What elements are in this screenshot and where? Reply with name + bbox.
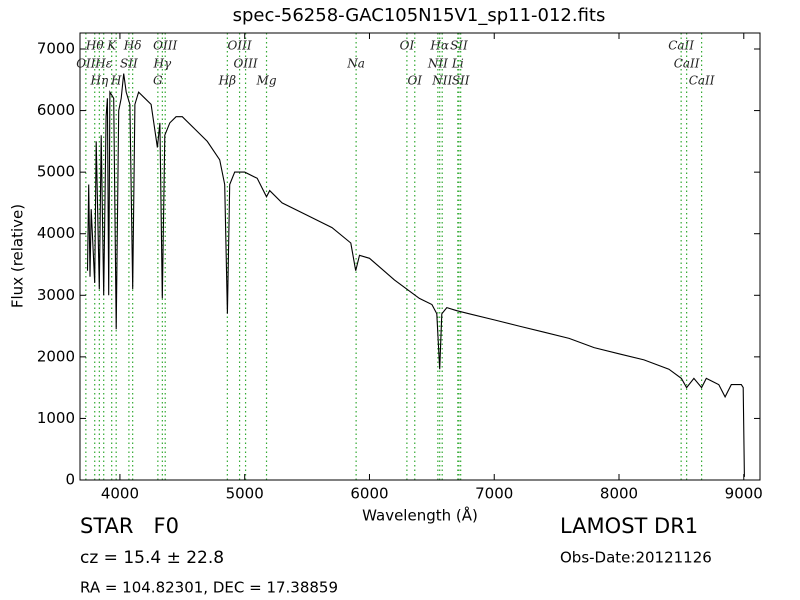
spectral-line-label: CaII <box>689 74 715 88</box>
y-axis-label: Flux (relative) <box>9 204 27 308</box>
obs-date: Obs-Date:20121126 <box>560 549 712 567</box>
spectral-line-label: Hθ <box>85 39 104 53</box>
spectral-line-label: Hη <box>90 74 109 88</box>
x-tick-label: 6000 <box>350 485 388 503</box>
x-tick-label: 4000 <box>101 485 139 503</box>
star-class: STAR F0 <box>80 514 179 538</box>
y-tick-label: 3000 <box>37 286 75 304</box>
spectral-line-label: Hε <box>94 57 112 71</box>
spectral-line-label: OIII <box>153 39 177 53</box>
spectral-line-label: OI <box>400 39 415 53</box>
spectral-line-label: Na <box>346 57 365 71</box>
spectral-line-label: G <box>153 74 163 88</box>
x-tick-label: 8000 <box>600 485 638 503</box>
spectral-line-label: Hβ <box>218 74 236 88</box>
spectral-line-label: SII <box>450 39 468 53</box>
spectral-line-label: H <box>110 74 122 88</box>
spectrum <box>86 73 745 477</box>
spectral-line-label: Hδ <box>123 39 142 53</box>
y-tick-label: 1000 <box>37 409 75 427</box>
chart-title: spec-56258-GAC105N15V1_sp11-012.fits <box>233 5 606 26</box>
spectral-line-label: NII <box>431 74 452 88</box>
spectral-line-label: OII <box>76 57 96 71</box>
spectral-line-label: NII <box>427 57 448 71</box>
spectral-line-label: Li <box>451 57 464 71</box>
spectral-line-label: SII <box>452 74 470 88</box>
plot-frame <box>79 32 761 481</box>
y-tick-label: 0 <box>65 471 75 489</box>
y-tick-label: 2000 <box>37 347 75 365</box>
spectral-line-label: OI <box>407 74 422 88</box>
y-tick-label: 5000 <box>37 163 75 181</box>
x-tick-label: 7000 <box>475 485 513 503</box>
spectral-line-label: Hγ <box>153 57 172 71</box>
spectral-line-label: OIII <box>228 39 252 53</box>
spectral-line-label: OIII <box>234 57 258 71</box>
spectral-line-label: Mg <box>256 74 277 88</box>
y-tick-label: 6000 <box>37 101 75 119</box>
y-tick-label: 4000 <box>37 224 75 242</box>
spectral-line-label: CaII <box>674 57 700 71</box>
y-tick-label: 7000 <box>37 40 75 58</box>
spectral-line-label: Hα <box>429 39 449 53</box>
survey: LAMOST DR1 <box>560 514 698 538</box>
x-axis-label: Wavelength (Å) <box>362 506 478 525</box>
cz: cz = 15.4 ± 22.8 <box>80 548 224 568</box>
spectral-line-label: SII <box>120 57 138 71</box>
coords: RA = 104.82301, DEC = 17.38859 <box>80 579 338 597</box>
x-tick-label: 9000 <box>725 485 763 503</box>
spectral-line-label: CaII <box>668 39 694 53</box>
x-tick-label: 5000 <box>226 485 264 503</box>
spectral-line-label: K <box>106 39 117 53</box>
